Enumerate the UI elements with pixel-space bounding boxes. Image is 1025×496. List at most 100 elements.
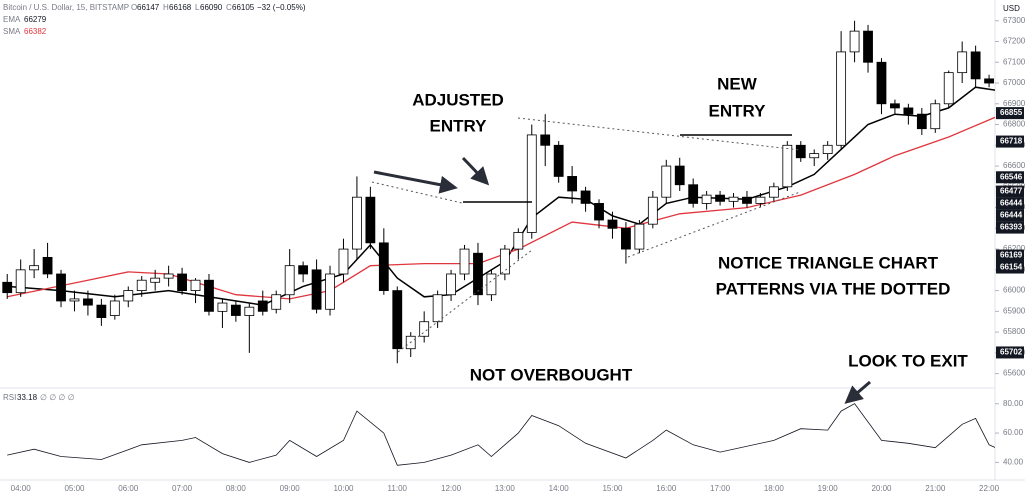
candle-body: [486, 273, 497, 296]
candle-body: [715, 194, 725, 202]
x-tick-label: 19:00: [818, 484, 839, 493]
candle-body: [513, 232, 524, 250]
candle-body: [204, 279, 214, 312]
y-tick-label: 66800: [1003, 120, 1025, 129]
rsi-line: [7, 403, 995, 466]
candle-body: [432, 294, 443, 323]
candle-body: [728, 196, 739, 202]
candle-body: [244, 306, 255, 316]
candle-body: [970, 51, 981, 80]
candle-body: [957, 51, 968, 74]
x-tick-label: 08:00: [226, 484, 247, 493]
price-label: 66546: [1000, 172, 1023, 181]
candle-body: [230, 304, 241, 316]
open: 66147: [137, 3, 160, 12]
sma-value: 66382: [24, 27, 47, 36]
price-label-box: [996, 135, 1024, 148]
price-label-box: [996, 209, 1024, 222]
candle-body: [863, 30, 873, 63]
candle-body: [365, 196, 376, 244]
arrow: [461, 156, 490, 186]
y-tick-label: 67000: [1003, 78, 1025, 87]
candle-body: [217, 302, 228, 312]
rsi-tick-label: 40.00: [1003, 458, 1024, 467]
x-tick-label: 12:00: [441, 484, 462, 493]
candle-body: [526, 134, 537, 233]
x-tick-label: 11:00: [388, 484, 408, 493]
x-tick-label: 10:00: [333, 484, 354, 493]
currency: USD: [1003, 4, 1020, 13]
candle-body: [930, 103, 941, 130]
x-tick-label: 20:00: [871, 484, 892, 493]
high: 66168: [169, 3, 192, 12]
x-tick-label: 13:00: [495, 484, 516, 493]
rsi-label: RSI: [3, 393, 16, 402]
y-tick-label: 67200: [1003, 37, 1025, 46]
y-tick-label: 67100: [1003, 57, 1025, 66]
annotation: NEW: [717, 74, 758, 93]
candle-body: [499, 248, 510, 275]
annotation: ADJUSTED: [412, 90, 504, 109]
price-label: 66393: [1000, 223, 1023, 232]
candle-body: [29, 265, 40, 271]
price-label-box: [996, 171, 1024, 184]
candle-body: [15, 269, 26, 294]
price-label-box: [996, 221, 1024, 234]
close: 66105: [232, 3, 255, 12]
price-label: 66444: [1000, 199, 1023, 208]
annotation: PATTERNS VIA THE DOTTED: [716, 279, 951, 298]
candle-body: [876, 61, 887, 105]
low: 66090: [200, 3, 223, 12]
price-label-box: [996, 346, 1024, 359]
rsi-tick-label: 60.00: [1003, 428, 1024, 437]
candle-body: [325, 273, 335, 310]
price-label-box: [996, 249, 1024, 262]
price-label: 66444: [1000, 211, 1023, 220]
candle-body: [742, 196, 752, 204]
candle-body: [661, 165, 672, 198]
candle-body: [42, 256, 53, 275]
x-tick-label: 07:00: [172, 484, 193, 493]
price-label-box: [996, 261, 1024, 274]
candle-body: [809, 153, 820, 159]
candle-body: [271, 294, 282, 310]
candle-body: [849, 30, 860, 53]
x-tick-label: 18:00: [764, 484, 785, 493]
ema-name: EMA: [3, 15, 21, 24]
y-tick-label: 65900: [1003, 306, 1025, 315]
price-label-box: [996, 185, 1024, 198]
candle-body: [916, 113, 927, 130]
candle-body: [567, 176, 578, 192]
candle-body: [446, 273, 456, 296]
candle-body: [647, 196, 658, 225]
x-tick-label: 16:00: [656, 484, 677, 493]
ohlc-label: H: [163, 3, 169, 12]
candle-body: [352, 196, 362, 250]
candle-body: [903, 107, 914, 115]
candle-body: [459, 248, 470, 275]
x-tick-label: 14:00: [549, 484, 570, 493]
candle-body: [177, 273, 187, 291]
candle-body: [836, 51, 847, 146]
candle-body: [621, 227, 631, 250]
x-tick-label: 04:00: [11, 484, 32, 493]
x-tick-label: 06:00: [118, 484, 139, 493]
y-tick-label: 66900: [1003, 99, 1025, 108]
price-label: 66718: [1000, 137, 1023, 146]
candle-body: [392, 290, 403, 350]
x-tick-label: 15:00: [602, 484, 623, 493]
annotation: ENTRY: [709, 101, 767, 120]
candle-body: [83, 298, 93, 306]
price-label-box: [996, 197, 1024, 210]
y-tick-label: 66000: [1003, 286, 1025, 295]
candle-body: [96, 304, 107, 318]
annotation: ENTRY: [430, 116, 488, 135]
candle-body: [298, 265, 309, 275]
candle-body: [190, 279, 201, 291]
rsi-tick-label: 80.00: [1003, 399, 1024, 408]
candle-body: [378, 242, 389, 291]
plot: [2, 20, 995, 466]
candle-body: [795, 144, 806, 159]
candle-body: [607, 219, 618, 229]
